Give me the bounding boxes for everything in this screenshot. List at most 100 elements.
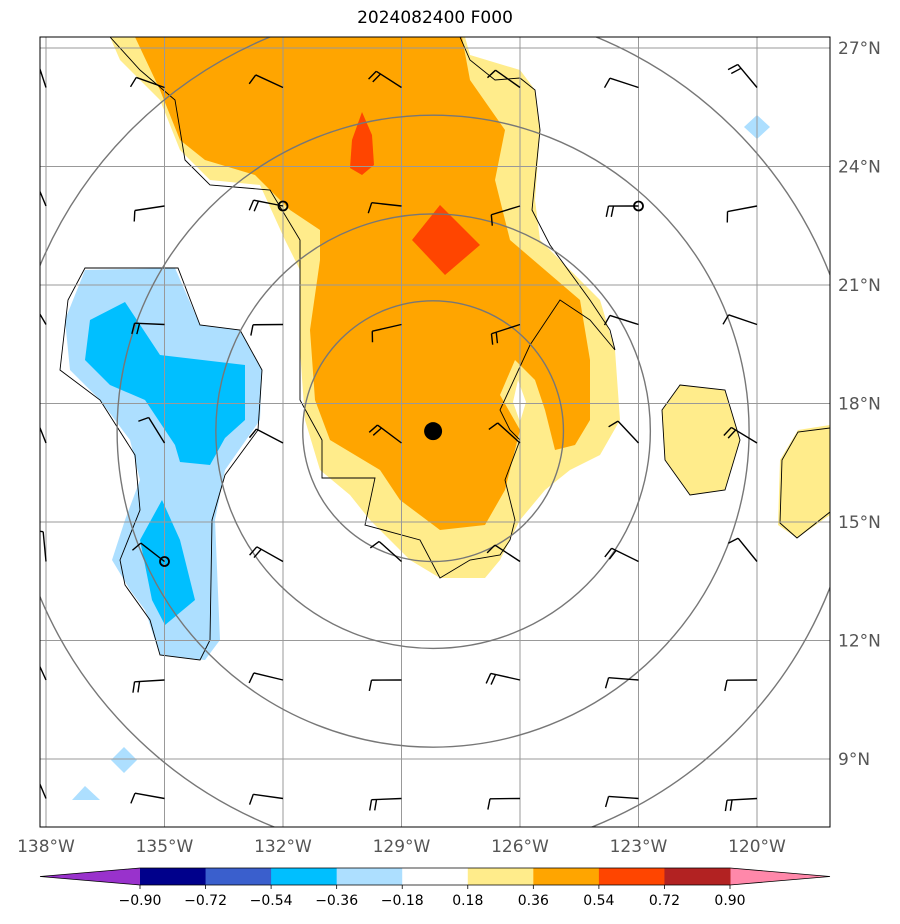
wind-barb bbox=[248, 672, 284, 684]
map-frame bbox=[39, 36, 831, 828]
map-title: 2024082400 F000 bbox=[357, 8, 513, 28]
colorbar: −0.90 −0.72 −0.54 −0.36 −0.18 0.18 0.36 0.54 0.7… bbox=[39, 867, 831, 909]
wind-barb bbox=[723, 426, 758, 444]
colorbar-tick-label: 0.72 bbox=[649, 893, 680, 909]
field-shading bbox=[59, 37, 830, 800]
contour-fill-red-center bbox=[412, 205, 480, 275]
lat-label: 15°N bbox=[838, 513, 881, 533]
wind-barb bbox=[604, 547, 639, 563]
wind-barb bbox=[131, 322, 165, 335]
colorbar-tick-label: 0.54 bbox=[583, 893, 614, 909]
colorbar-tick-label: −0.90 bbox=[119, 893, 162, 909]
colorbar-tick-label: 0.18 bbox=[452, 893, 483, 909]
circulation-marker bbox=[633, 200, 644, 212]
circulation-marker bbox=[159, 556, 170, 567]
contour-fill-yellow-east1 bbox=[662, 385, 740, 495]
colorbar-segment bbox=[467, 868, 534, 885]
wind-barb bbox=[40, 665, 47, 681]
wind-barb bbox=[248, 74, 284, 89]
range-ring bbox=[215, 213, 652, 650]
lon-label: 123°W bbox=[610, 837, 668, 857]
wind-barb bbox=[249, 546, 284, 563]
wind-barb bbox=[726, 205, 758, 223]
wind-barb bbox=[488, 422, 521, 444]
longitude-labels: 138°W 135°W 132°W 129°W 126°W 123°W 120°W bbox=[17, 837, 786, 857]
wind-barbs bbox=[40, 63, 758, 812]
lon-label: 129°W bbox=[373, 837, 431, 857]
contour-line-main bbox=[109, 37, 616, 579]
wind-barb bbox=[250, 323, 284, 336]
wind-barb bbox=[248, 428, 284, 444]
wind-barb bbox=[727, 63, 758, 88]
storm-center-marker bbox=[424, 422, 443, 441]
colorbar-segment bbox=[205, 868, 272, 885]
colorbar-tick-label: −0.54 bbox=[250, 893, 293, 909]
wind-barb bbox=[40, 312, 47, 325]
range-rings bbox=[40, 37, 830, 827]
wind-barb bbox=[603, 314, 639, 326]
wind-barb bbox=[40, 530, 47, 562]
colorbar-segment bbox=[402, 868, 469, 885]
colorbar-segment bbox=[140, 868, 207, 885]
graticule bbox=[40, 37, 830, 827]
colorbar-tick-label: 0.36 bbox=[518, 893, 549, 909]
range-ring bbox=[116, 114, 750, 748]
contour-fill-diamond-sw bbox=[111, 747, 137, 773]
wind-barb bbox=[369, 797, 402, 811]
colorbar-segment bbox=[271, 868, 338, 885]
lat-label: 27°N bbox=[838, 39, 881, 59]
wind-barb bbox=[369, 540, 402, 563]
wind-barb bbox=[368, 70, 402, 89]
lat-label: 9°N bbox=[838, 750, 870, 770]
colorbar-tick-label: 0.90 bbox=[714, 893, 745, 909]
lat-label: 18°N bbox=[838, 395, 881, 415]
wind-barb bbox=[604, 676, 639, 689]
colorbar-tick-label: −0.72 bbox=[184, 893, 227, 909]
wind-barb bbox=[40, 66, 47, 88]
wind-barb bbox=[138, 416, 166, 444]
lon-label: 126°W bbox=[491, 837, 549, 857]
wind-barb bbox=[724, 679, 758, 692]
wind-barb bbox=[40, 426, 47, 444]
colorbar-segment bbox=[598, 868, 665, 885]
wind-barb bbox=[129, 76, 165, 89]
lon-label: 132°W bbox=[254, 837, 312, 857]
colorbar-extend-low bbox=[40, 868, 140, 885]
latitude-labels: 27°N 24°N 21°N 18°N 15°N 12°N 9°N bbox=[838, 39, 881, 770]
colorbar-tick-label: −0.18 bbox=[381, 893, 424, 909]
wind-barb bbox=[490, 205, 521, 226]
contour-line-west bbox=[59, 267, 263, 661]
wind-barb bbox=[486, 69, 521, 89]
wind-barb bbox=[367, 202, 402, 214]
range-ring bbox=[302, 300, 565, 563]
wind-barb bbox=[604, 795, 639, 808]
wind-barb bbox=[130, 792, 165, 804]
wind-barb bbox=[248, 793, 284, 805]
contour-line-east1 bbox=[661, 384, 741, 496]
colorbar-segment bbox=[336, 868, 403, 885]
contour-fill-diamond-sw2 bbox=[72, 786, 100, 800]
wind-barb bbox=[40, 189, 47, 207]
lat-label: 12°N bbox=[838, 632, 881, 652]
wind-barb bbox=[722, 314, 758, 326]
wind-barb bbox=[485, 672, 521, 685]
wind-barb bbox=[487, 797, 521, 810]
wind-barb bbox=[368, 424, 402, 444]
wind-barb bbox=[368, 679, 402, 692]
wind-barb bbox=[603, 77, 639, 89]
lat-label: 21°N bbox=[838, 276, 881, 296]
lon-label: 135°W bbox=[136, 837, 194, 857]
wind-barb bbox=[133, 205, 165, 222]
colorbar-segment bbox=[664, 868, 731, 885]
contour-fill-blue-lower bbox=[140, 500, 195, 625]
wind-barb bbox=[371, 323, 402, 343]
lat-label: 24°N bbox=[838, 158, 881, 178]
lon-label: 120°W bbox=[728, 837, 786, 857]
contour-fill-red-upper bbox=[350, 112, 374, 175]
contour-fill-orange bbox=[135, 37, 590, 530]
wind-barb bbox=[40, 782, 47, 799]
contour-fill-yellow-east2 bbox=[778, 425, 830, 538]
colorbar-extend-high bbox=[730, 868, 830, 885]
contour-lines bbox=[59, 37, 830, 661]
